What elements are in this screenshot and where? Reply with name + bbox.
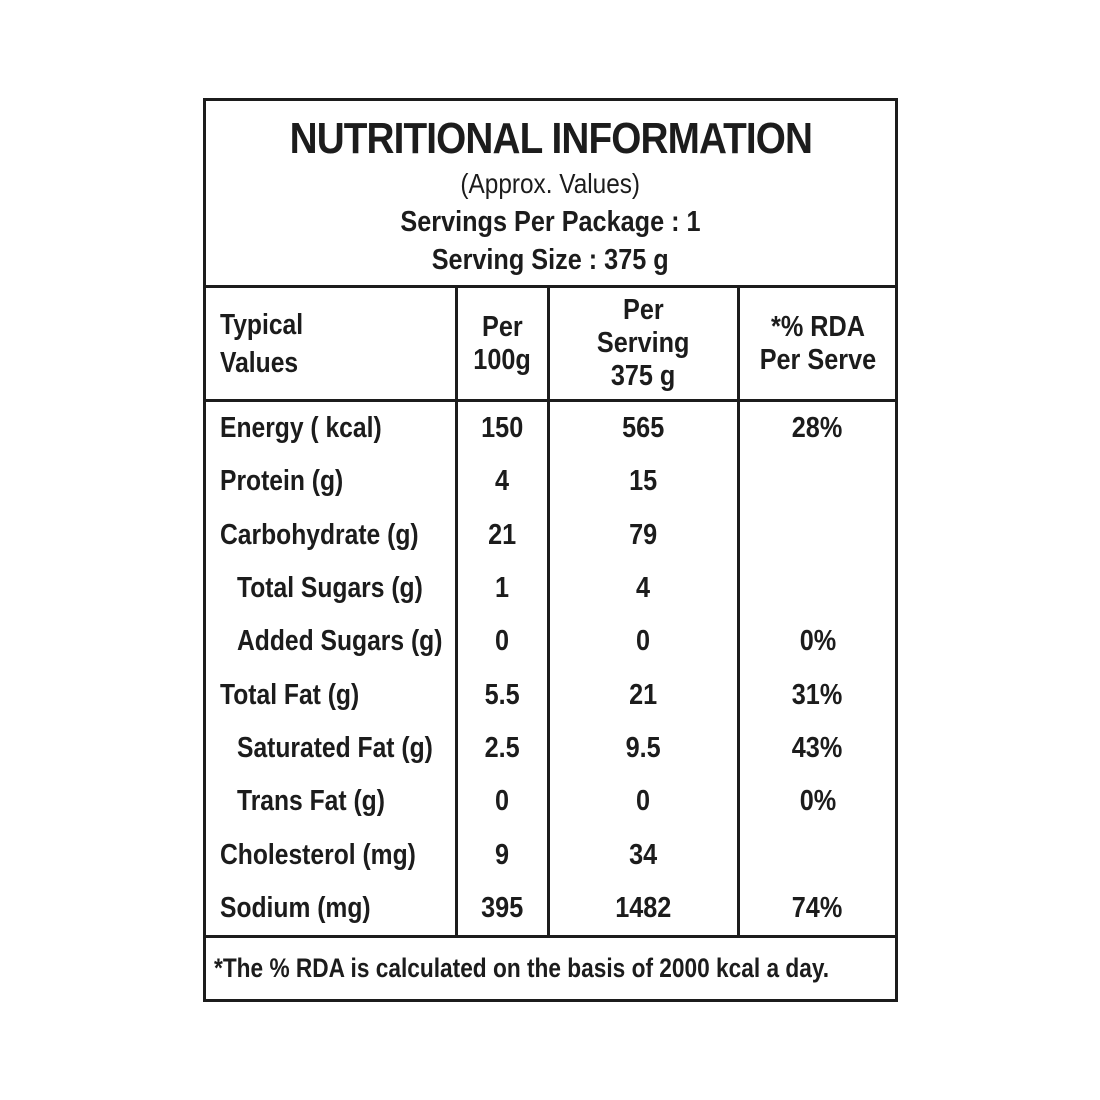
table-row-energy: Energy ( kcal) 150 565 28%: [206, 402, 895, 456]
row-label: Total Sugars (g): [206, 561, 458, 616]
table-row-protein: Protein (g) 4 15: [206, 455, 895, 509]
nutrition-label: NUTRITIONAL INFORMATION (Approx. Values)…: [203, 98, 898, 1002]
value-per-100g: 9: [458, 828, 550, 882]
column-header-per-serving: Per Serving 375 g: [550, 288, 740, 399]
serving-size-line: Serving Size : 375 g: [432, 244, 669, 276]
column-header-row: Typical Values Per 100g Per Serving 375 …: [206, 288, 895, 402]
value-per-serving: 79: [550, 508, 740, 562]
value-per-serving: 1482: [550, 881, 740, 935]
value-rda: [740, 509, 895, 562]
row-label: Total Fat (g): [206, 668, 458, 722]
value-per-serving: 0: [550, 775, 740, 829]
value-per-serving: 15: [550, 455, 740, 509]
row-label: Carbohydrate (g): [206, 508, 458, 562]
table-row-cholesterol: Cholesterol (mg) 9 34: [206, 828, 895, 882]
value-per-serving: 21: [550, 668, 740, 722]
page-title-text: NUTRITIONAL INFORMATION: [289, 114, 812, 163]
column-header-typical-values: Typical Values: [206, 288, 458, 399]
row-label: Cholesterol (mg): [206, 828, 458, 882]
table-row-total-sugars: Total Sugars (g) 1 4: [206, 561, 895, 616]
row-label: Saturated Fat (g): [206, 721, 458, 776]
table-row-carbohydrate: Carbohydrate (g) 21 79: [206, 508, 895, 562]
page-title: NUTRITIONAL INFORMATION: [206, 114, 895, 164]
column-header-rda: *% RDA Per Serve: [759, 310, 876, 376]
label-header: NUTRITIONAL INFORMATION (Approx. Values)…: [206, 101, 895, 288]
rda-footnote-text: *The % RDA is calculated on the basis of…: [214, 953, 830, 983]
value-per-100g: 5.5: [458, 668, 550, 722]
value-per-serving: 565: [550, 402, 740, 456]
value-rda: 28%: [792, 412, 843, 445]
value-rda: [740, 562, 895, 615]
row-label: Sodium (mg): [206, 881, 458, 935]
row-label: Trans Fat (g): [206, 775, 458, 829]
value-per-100g: 1: [458, 561, 550, 616]
value-rda: [740, 828, 895, 881]
table-row-sodium: Sodium (mg) 395 1482 74%: [206, 881, 895, 935]
row-label: Energy ( kcal): [206, 402, 458, 456]
value-per-100g: 0: [458, 615, 550, 669]
row-label: Protein (g): [206, 455, 458, 509]
value-per-serving: 9.5: [550, 721, 740, 776]
value-per-serving: 0: [550, 615, 740, 669]
servings-per-package-line: Servings Per Package : 1: [400, 206, 701, 238]
rda-footnote: *The % RDA is calculated on the basis of…: [206, 935, 895, 999]
value-rda: 0%: [799, 785, 836, 818]
row-label: Added Sugars (g): [206, 615, 458, 669]
value-per-100g: 4: [458, 455, 550, 509]
value-rda: 31%: [792, 678, 843, 711]
table-body: Energy ( kcal) 150 565 28% Protein (g) 4…: [206, 402, 895, 935]
table-row-added-sugars: Added Sugars (g) 0 0 0%: [206, 615, 895, 669]
value-rda: 0%: [799, 625, 836, 658]
value-per-100g: 2.5: [458, 721, 550, 776]
value-per-100g: 150: [458, 402, 550, 456]
value-rda: [740, 455, 895, 508]
value-per-100g: 0: [458, 775, 550, 829]
approx-values-subtitle: (Approx. Values): [460, 168, 641, 199]
table-row-trans-fat: Trans Fat (g) 0 0 0%: [206, 775, 895, 829]
value-per-serving: 34: [550, 828, 740, 882]
value-rda: 43%: [792, 731, 843, 764]
column-header-per-100g: Per 100g: [458, 288, 550, 399]
value-per-serving: 4: [550, 561, 740, 616]
table-row-total-fat: Total Fat (g) 5.5 21 31%: [206, 668, 895, 722]
table-row-saturated-fat: Saturated Fat (g) 2.5 9.5 43%: [206, 721, 895, 776]
value-rda: 74%: [792, 891, 843, 924]
value-per-100g: 21: [458, 508, 550, 562]
value-per-100g: 395: [458, 881, 550, 935]
